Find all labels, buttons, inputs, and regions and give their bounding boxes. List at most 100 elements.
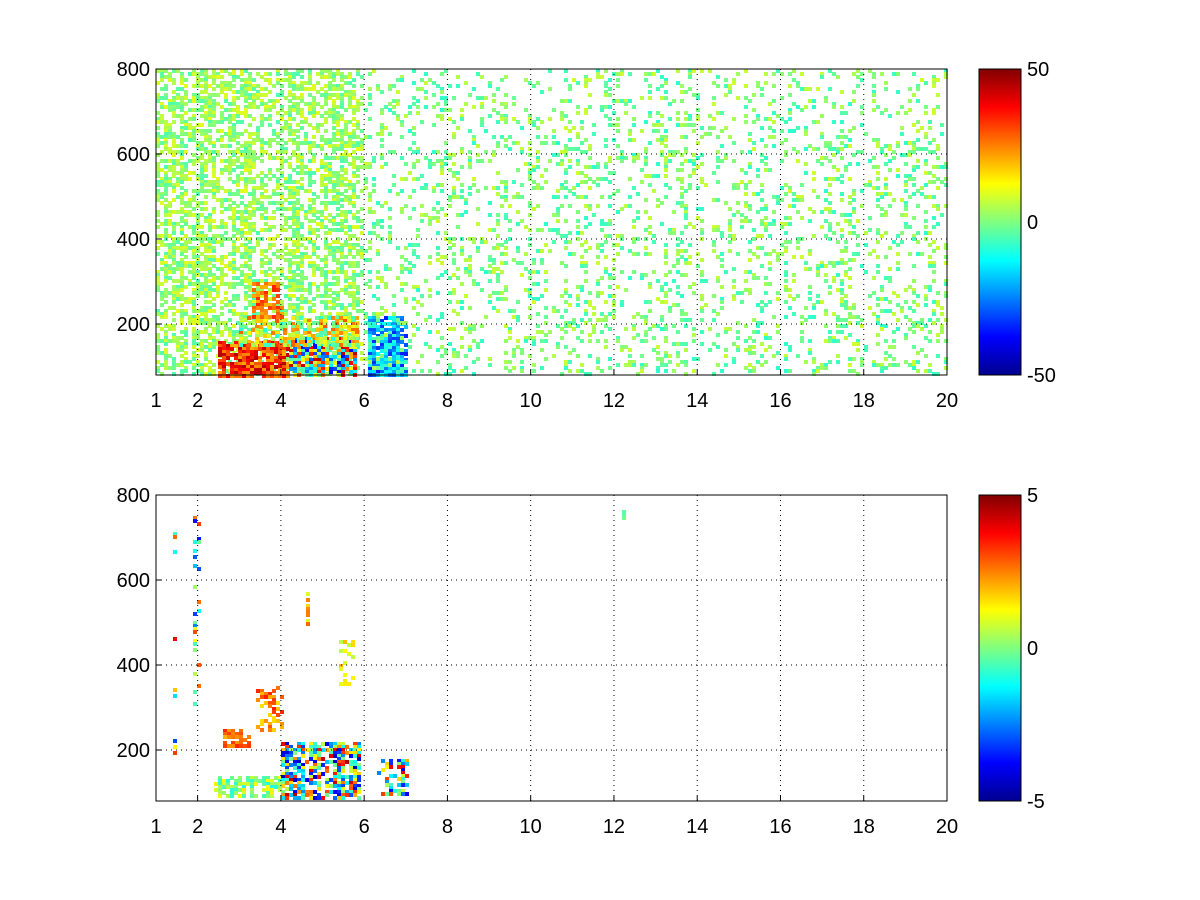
- heatmap-cell: [212, 255, 216, 259]
- heatmap-cell: [301, 349, 305, 353]
- heatmap-cell: [180, 198, 184, 202]
- heatmap-cell: [200, 225, 204, 229]
- heatmap-cell: [652, 336, 656, 340]
- heatmap-cell: [340, 147, 344, 151]
- heatmap-cell: [224, 291, 228, 295]
- heatmap-cell: [664, 174, 668, 178]
- heatmap-cell: [204, 264, 208, 268]
- heatmap-cell: [360, 357, 364, 361]
- heatmap-cell: [295, 325, 299, 329]
- heatmap-cell: [228, 135, 232, 139]
- heatmap-cell: [288, 285, 292, 289]
- heatmap-cell: [296, 306, 300, 310]
- heatmap-cell: [356, 156, 360, 160]
- heatmap-cell: [192, 126, 196, 130]
- heatmap-cell: [288, 195, 292, 199]
- heatmap-cell: [248, 75, 252, 79]
- heatmap-cell: [440, 315, 444, 319]
- heatmap-cell: [184, 261, 188, 265]
- heatmap-cell: [292, 153, 296, 157]
- heatmap-cell: [280, 90, 284, 94]
- heatmap-cell: [232, 243, 236, 247]
- heatmap-cell: [520, 150, 524, 154]
- heatmap-cell: [656, 204, 660, 208]
- heatmap-cell: [712, 198, 716, 202]
- heatmap-cell: [504, 138, 508, 142]
- heatmap-cell: [282, 368, 286, 372]
- heatmap-cell: [328, 312, 332, 316]
- heatmap-cell: [272, 294, 276, 298]
- heatmap-cell: [264, 72, 268, 76]
- heatmap-cell: [228, 309, 232, 313]
- heatmap-cell: [317, 355, 321, 359]
- heatmap-cell: [312, 303, 316, 307]
- heatmap-cell: [676, 291, 680, 295]
- heatmap-cell: [732, 342, 736, 346]
- heatmap-cell: [308, 264, 312, 268]
- heatmap-cell: [260, 330, 264, 334]
- heatmap-cell: [580, 171, 584, 175]
- heatmap-cell: [280, 165, 284, 169]
- heatmap-cell: [168, 255, 172, 259]
- heatmap-cell: [260, 312, 264, 316]
- heatmap-cell: [348, 237, 352, 241]
- heatmap-cell: [232, 75, 236, 79]
- heatmap-cell: [384, 267, 388, 271]
- heatmap-cell: [628, 204, 632, 208]
- heatmap-cell: [652, 270, 656, 274]
- heatmap-cell: [232, 126, 236, 130]
- heatmap-cell: [516, 339, 520, 343]
- heatmap-cell: [604, 318, 608, 322]
- heatmap-cell: [364, 315, 368, 319]
- heatmap-cell: [428, 216, 432, 220]
- heatmap-cell: [296, 273, 300, 277]
- heatmap-cell: [224, 81, 228, 85]
- heatmap-cell: [492, 291, 496, 295]
- heatmap-cell: [204, 111, 208, 115]
- heatmap-cell: [192, 69, 196, 73]
- heatmap-cell: [404, 352, 408, 356]
- heatmap-cell: [560, 159, 564, 163]
- heatmap-cell: [228, 87, 232, 91]
- heatmap-cell: [248, 114, 252, 118]
- heatmap-cell: [164, 177, 168, 181]
- heatmap-cell: [400, 123, 404, 127]
- heatmap-cell: [260, 150, 264, 154]
- heatmap-cell: [296, 267, 300, 271]
- heatmap-cell: [604, 105, 608, 109]
- heatmap-cell: [620, 156, 624, 160]
- heatmap-cell: [164, 336, 168, 340]
- heatmap-cell: [296, 303, 300, 307]
- heatmap-cell: [252, 96, 256, 100]
- heatmap-cell: [270, 353, 274, 357]
- heatmap-cell: [204, 216, 208, 220]
- heatmap-cell: [644, 363, 648, 367]
- heatmap-cell: [704, 183, 708, 187]
- heatmap-cell: [164, 159, 168, 163]
- heatmap-cell: [720, 159, 724, 163]
- heatmap-cell: [644, 162, 648, 166]
- heatmap-cell: [164, 276, 168, 280]
- heatmap-cell: [660, 285, 664, 289]
- heatmap-cell: [304, 135, 308, 139]
- heatmap-cell: [484, 240, 488, 244]
- heatmap-cell: [368, 364, 372, 368]
- heatmap-cell: [528, 243, 532, 247]
- heatmap-cell: [192, 327, 196, 331]
- heatmap-cell: [272, 138, 276, 142]
- heatmap-cell: [192, 300, 196, 304]
- heatmap-cell: [295, 316, 299, 320]
- heatmap-cell: [184, 144, 188, 148]
- heatmap-cell: [372, 370, 376, 374]
- heatmap-cell: [284, 111, 288, 115]
- heatmap-cell: [700, 153, 704, 157]
- heatmap-cell: [688, 285, 692, 289]
- heatmap-cell: [236, 312, 240, 316]
- heatmap-cell: [284, 318, 288, 322]
- heatmap-cell: [352, 132, 356, 136]
- heatmap-cell: [684, 360, 688, 364]
- heatmap-cell: [420, 186, 424, 190]
- heatmap-cell: [164, 132, 168, 136]
- heatmap-cell: [456, 225, 460, 229]
- heatmap-cell: [230, 344, 234, 348]
